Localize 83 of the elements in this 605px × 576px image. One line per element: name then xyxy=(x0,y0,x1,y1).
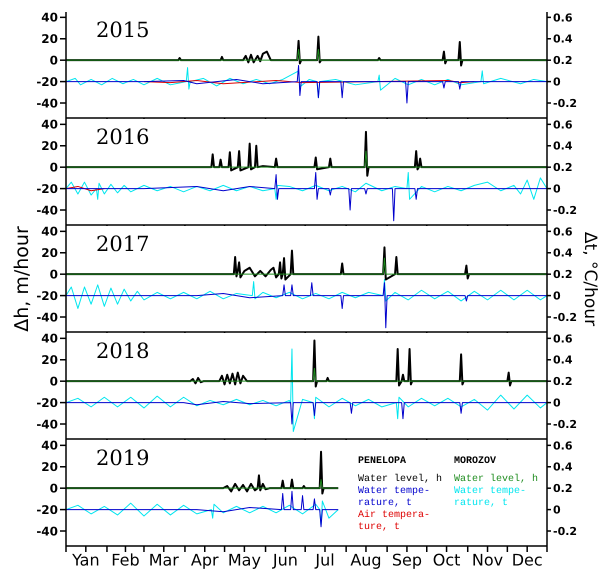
text: Water level, h xyxy=(358,474,444,486)
y2-tick-label: 0.4 xyxy=(553,32,573,46)
y2-tick-label: 0.6 xyxy=(553,332,573,346)
y2-tick-label: 0.2 xyxy=(553,268,572,282)
y-tick-label: 40 xyxy=(41,118,58,132)
chart-title: 2019 xyxy=(96,446,150,470)
x-tick-label: Aug xyxy=(350,550,382,570)
y2-tick-label: 0.4 xyxy=(553,140,573,153)
x-tick-label: Jul xyxy=(314,550,335,570)
y-axis-title: Δh, m/hour xyxy=(11,226,33,332)
chart-title: 2018 xyxy=(96,339,150,363)
text: Water tempe-rature, t xyxy=(454,486,528,510)
y-tick-label: 20 xyxy=(41,460,58,474)
y-tick-label: 40 xyxy=(41,438,58,453)
y2-tick-label: 0.4 xyxy=(553,460,573,474)
legend-label: Air tempera-ture, t xyxy=(358,510,432,534)
x-tick-label: Feb xyxy=(111,550,140,570)
y2-tick-label: 0.2 xyxy=(553,375,572,388)
y-tick-label: -20 xyxy=(36,182,58,196)
x-tick-label: Mar xyxy=(148,550,180,570)
y-tick-label: -40 xyxy=(36,417,58,432)
y-tick-label: -40 xyxy=(36,203,58,218)
x-tick-label: Dec xyxy=(512,550,543,570)
x-tick-label: Yan xyxy=(71,550,100,570)
y2-tick-label: 0.2 xyxy=(553,482,572,496)
y-tick-label: -40 xyxy=(36,524,58,538)
y2-tick-label: 0 xyxy=(553,396,561,410)
y2-tick-label: -0.2 xyxy=(553,204,578,217)
y2-tick-label: -0.2 xyxy=(553,96,578,110)
y2-tick-label: 0.4 xyxy=(553,354,573,367)
y-tick-label: 40 xyxy=(41,10,58,25)
y2-tick-label: 0 xyxy=(553,182,561,196)
y-tick-label: -20 xyxy=(36,74,58,89)
chart-title: 2016 xyxy=(96,125,150,149)
y-tick-label: 0 xyxy=(50,481,58,496)
y-tick-label: 0 xyxy=(50,53,58,68)
x-tick-label: Oct xyxy=(432,550,460,570)
y2-tick-label: 0 xyxy=(553,504,561,516)
text: Water level, h xyxy=(454,474,540,486)
y-tick-label: -40 xyxy=(36,96,58,110)
y-tick-label: 40 xyxy=(41,224,58,239)
y2-tick-label: 0.6 xyxy=(553,225,573,238)
line-series xyxy=(66,65,547,104)
y2-tick-label: 0 xyxy=(553,76,561,88)
x-tick-label: Apr xyxy=(190,550,220,570)
y-tick-label: -20 xyxy=(36,502,58,517)
line-series xyxy=(66,172,547,200)
y-tick-label: 20 xyxy=(41,32,58,46)
y2-axis-title: Δt, °C/hour xyxy=(580,232,600,326)
y2-tick-label: 0.6 xyxy=(553,11,573,24)
line-series xyxy=(66,282,547,328)
x-tick-label: Jun xyxy=(272,550,298,570)
line-series xyxy=(66,490,339,528)
y-tick-label: 20 xyxy=(41,353,58,368)
annotation: MOROZOV xyxy=(454,456,498,468)
chart-title: 2017 xyxy=(96,232,150,256)
y-tick-label: 20 xyxy=(41,139,58,154)
y-tick-label: -20 xyxy=(36,396,58,410)
x-tick-label: May xyxy=(228,550,261,570)
line-series xyxy=(66,279,547,309)
y2-tick-label: 0 xyxy=(553,290,561,302)
y2-tick-label: 0.4 xyxy=(553,246,573,260)
y-tick-label: 0 xyxy=(50,267,58,282)
y2-tick-label: 0.6 xyxy=(553,118,573,132)
y-tick-label: 20 xyxy=(41,246,58,260)
y2-tick-label: -0.2 xyxy=(553,418,578,431)
y2-tick-label: 0.2 xyxy=(553,161,572,174)
x-tick-label: Sep xyxy=(392,550,422,570)
y-tick-label: -20 xyxy=(36,288,58,303)
y2-tick-label: 0.2 xyxy=(553,54,572,68)
y2-tick-label: -0.2 xyxy=(553,310,578,324)
annotation: PENELOPA xyxy=(358,456,408,468)
y2-tick-label: 0.6 xyxy=(553,439,573,452)
line-series xyxy=(66,401,547,425)
y-tick-label: 0 xyxy=(50,160,58,174)
x-tick-label: Nov xyxy=(472,550,504,570)
chart-title: 2015 xyxy=(96,18,150,42)
y2-tick-label: -0.2 xyxy=(553,524,578,538)
y-tick-label: -40 xyxy=(36,310,58,324)
line-series xyxy=(66,172,547,222)
y-tick-label: 40 xyxy=(41,332,58,346)
y-tick-label: 0 xyxy=(50,374,58,388)
series-label: Water tempe-rature, t xyxy=(358,486,432,510)
